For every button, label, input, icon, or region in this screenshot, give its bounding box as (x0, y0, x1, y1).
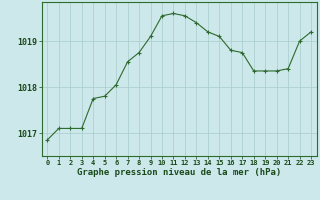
X-axis label: Graphe pression niveau de la mer (hPa): Graphe pression niveau de la mer (hPa) (77, 168, 281, 177)
